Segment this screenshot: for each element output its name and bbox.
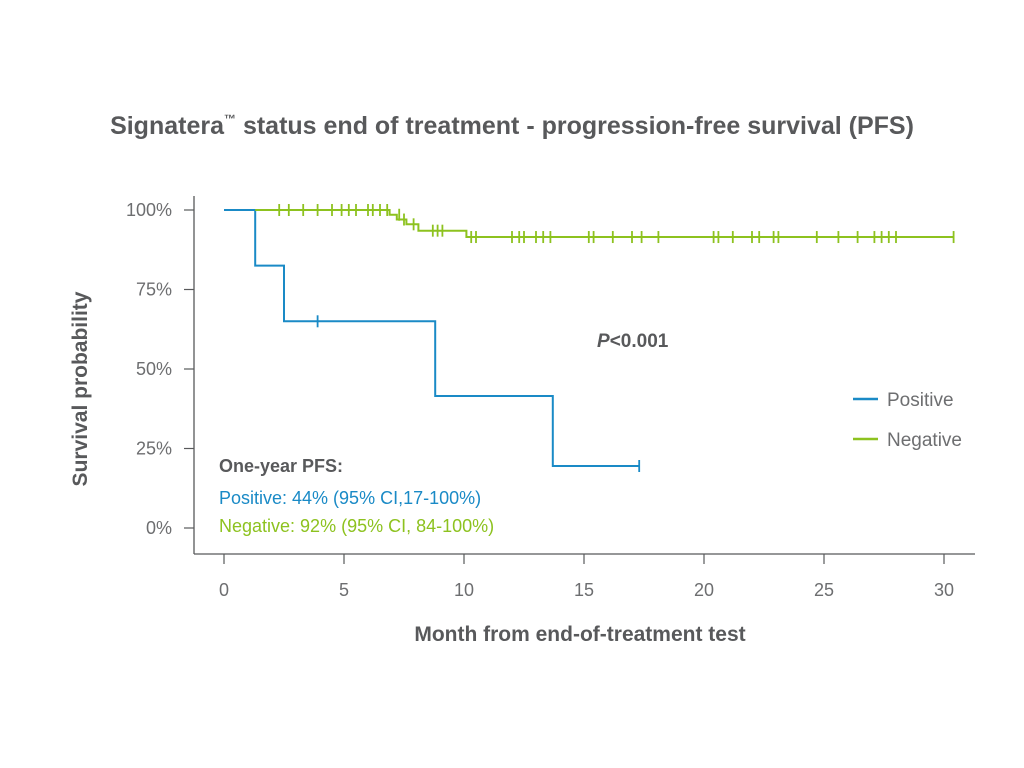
summary-heading: One-year PFS: [219, 456, 343, 476]
x-axis-title: Month from end-of-treatment test [414, 623, 745, 646]
chart-title-main: Signatera [110, 112, 224, 140]
y-tick-label: 0% [146, 518, 172, 538]
y-tick-label: 25% [136, 439, 172, 459]
survival-curves [224, 209, 954, 467]
p-value-text: <0.001 [610, 331, 669, 352]
p-value-symbol: P [597, 331, 610, 352]
chart-title-trademark: ™ [224, 112, 236, 126]
y-tick-label: 50% [136, 359, 172, 379]
x-tick-label: 20 [694, 580, 714, 600]
one-year-pfs-summary: One-year PFS: Positive: 44% (95% CI,17-1… [219, 456, 494, 536]
p-value-annotation: P<0.001 [597, 331, 669, 352]
x-tick-label: 25 [814, 580, 834, 600]
x-tick-label: 5 [339, 580, 349, 600]
y-axis-title: Survival probability [69, 291, 92, 486]
y-tick-label: 100% [126, 200, 172, 220]
legend-positive-label: Positive [887, 390, 954, 411]
censor-marks [278, 204, 955, 472]
chart-title: Signatera™ status end of treatment - pro… [0, 112, 1024, 141]
negative-survival-curve [255, 209, 954, 238]
x-tick-label: 10 [454, 580, 474, 600]
x-tick-label: 15 [574, 580, 594, 600]
summary-positive: Positive: 44% (95% CI,17-100%) [219, 488, 481, 508]
chart-title-rest: status end of treatment - progression-fr… [236, 112, 914, 140]
x-tick-label: 30 [934, 580, 954, 600]
y-tick-label: 75% [136, 280, 172, 300]
x-tick-label: 0 [219, 580, 229, 600]
legend: Positive Negative [853, 390, 962, 451]
summary-negative: Negative: 92% (95% CI, 84-100%) [219, 516, 494, 536]
axes: 0% 25% 50% 75% 100% 0 5 10 15 20 25 30 [126, 196, 975, 600]
legend-negative-label: Negative [887, 430, 962, 451]
positive-survival-curve [224, 209, 640, 467]
